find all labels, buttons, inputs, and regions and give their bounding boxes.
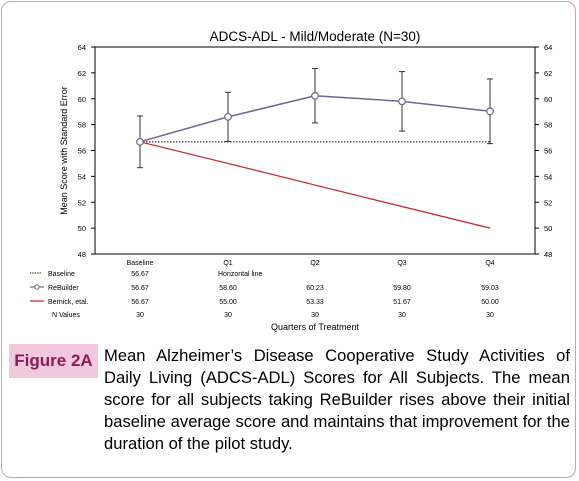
rebuilder-point bbox=[486, 107, 494, 116]
y2-tick-label: 54 bbox=[544, 172, 552, 181]
y-tick-label: 58 bbox=[78, 121, 86, 130]
table-cell: 30 bbox=[224, 312, 232, 319]
table-cell: 30 bbox=[398, 312, 406, 319]
figure-label: Figure 2A bbox=[9, 344, 98, 378]
y2-tick-label: 62 bbox=[544, 69, 552, 78]
x-tick-label: Q1 bbox=[223, 260, 232, 267]
x-axis-label: Quarters of Treatment bbox=[271, 322, 360, 332]
rebuilder-point bbox=[136, 137, 144, 146]
y-tick-label: 56 bbox=[78, 147, 86, 156]
table-cell: 59.03 bbox=[481, 285, 499, 292]
figure-caption: Mean Alzheimer’s Disease Cooperative Stu… bbox=[104, 346, 570, 453]
y-tick-label: 62 bbox=[78, 69, 86, 78]
table-cell: 56.67 bbox=[131, 285, 149, 292]
y-tick-label: 52 bbox=[78, 198, 86, 207]
legend-bernick-label: Bernick, etal. bbox=[48, 299, 89, 306]
table-cell: 56.67 bbox=[131, 271, 149, 278]
legend-rebuilder-point bbox=[34, 284, 40, 290]
y-tick-label: 64 bbox=[78, 43, 86, 52]
y2-tick-label: 56 bbox=[544, 147, 552, 156]
chart-title: ADCS-ADL - Mild/Moderate (N=30) bbox=[210, 29, 421, 44]
n-values-label: N Values bbox=[52, 312, 80, 319]
y2-tick-label: 48 bbox=[544, 250, 552, 259]
chart-area: ADCS-ADL - Mild/Moderate (N=30) 48 50 52 54 5… bbox=[4, 4, 575, 340]
y2-tick-label: 50 bbox=[544, 224, 552, 233]
y2-tick-label: 58 bbox=[544, 121, 552, 130]
legend-baseline-label: Baseline bbox=[48, 271, 75, 278]
rebuilder-point bbox=[398, 97, 406, 106]
table-cell: 30 bbox=[486, 312, 494, 319]
table-cell: 50.00 bbox=[481, 299, 499, 306]
table-cell: 30 bbox=[311, 312, 319, 319]
rebuilder-point bbox=[311, 91, 319, 100]
y2-tick-label: 64 bbox=[544, 43, 552, 52]
legend-rebuilder-label: ReBuilder bbox=[48, 285, 79, 292]
table-cell: 60.23 bbox=[306, 285, 324, 292]
table-cell: 55.00 bbox=[219, 299, 237, 306]
x-tick-label: Q4 bbox=[485, 260, 494, 267]
table-cell: 30 bbox=[136, 312, 144, 319]
x-tick-label: Baseline bbox=[127, 260, 154, 267]
y-tick-label: 54 bbox=[78, 172, 86, 181]
rebuilder-point bbox=[224, 112, 232, 121]
table-cell: 51.67 bbox=[393, 299, 411, 306]
table-cell: 58.60 bbox=[219, 285, 237, 292]
y-axis-label: Mean Score with Standard Error bbox=[59, 86, 69, 215]
x-tick-label: Q3 bbox=[397, 260, 406, 267]
y-tick-label: 48 bbox=[78, 250, 86, 259]
y2-tick-label: 52 bbox=[544, 198, 552, 207]
y2-tick-label: 60 bbox=[544, 95, 552, 104]
table-cell: 59.80 bbox=[393, 285, 411, 292]
table-cell: 56.67 bbox=[131, 299, 149, 306]
table-cell: Horizontal line bbox=[218, 271, 262, 278]
bernick-series-line bbox=[139, 141, 491, 229]
y-tick-label: 50 bbox=[78, 224, 86, 233]
table-cell: 53.33 bbox=[306, 299, 324, 306]
x-tick-label: Q2 bbox=[310, 260, 319, 267]
y-tick-label: 60 bbox=[78, 95, 86, 104]
chart-svg: ADCS-ADL - Mild/Moderate (N=30) 48 50 52 54 5… bbox=[30, 29, 552, 332]
